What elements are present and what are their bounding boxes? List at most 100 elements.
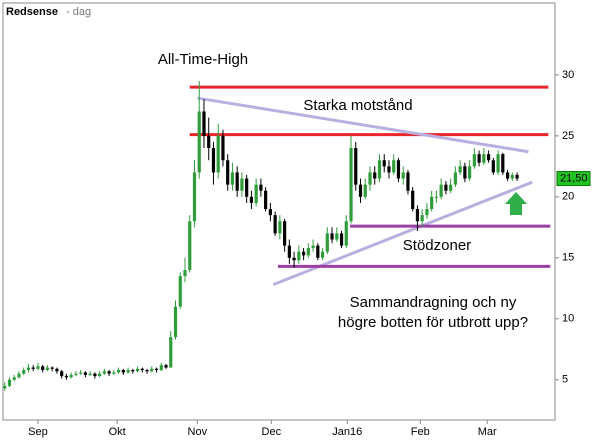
candle-body [169,337,173,368]
candle-body [411,190,415,210]
x-tick-label: Feb [411,426,430,438]
candle-body [50,367,54,369]
chart-subtitle: - dag [66,6,91,18]
candle-body [330,233,334,240]
candle-body [254,184,258,203]
annotation: Sammandragning och ny [350,294,517,311]
candle-body [268,209,272,216]
candle-body [325,233,329,252]
candle-body [301,251,306,256]
candle-body [197,111,201,173]
candle-body [126,370,130,373]
candle-body [306,248,310,256]
candle-body [60,371,64,377]
candle-body [501,154,505,173]
candle-body [510,174,514,179]
last-price-box [556,171,591,187]
candle-body [55,368,59,372]
candle-body [316,245,320,258]
candle-body [335,233,339,240]
candle-body [439,184,443,197]
candle-body [363,184,367,197]
candle-body [7,379,12,386]
candle-body [202,111,206,136]
candle-body [235,172,239,191]
candle-body [183,270,187,277]
x-tick-label: Sep [28,426,48,438]
candle-body [368,172,372,185]
candle-body [358,184,363,197]
annotation: Stödzoner [403,237,471,254]
last-price-label: 21,50 [560,172,588,184]
candle-body [453,172,457,185]
y-tick-label: 30 [562,69,574,81]
candle-body [145,370,149,372]
candle-body [173,306,178,338]
candle-body [116,370,121,373]
candle-body [406,172,410,191]
candle-body [344,221,348,246]
candle-body [425,209,429,216]
candle-body [444,184,448,191]
candle-body [88,373,92,375]
annotation: All-Time-High [158,51,248,68]
candle-body [349,148,353,222]
candle-body [496,154,500,173]
candle-body [3,385,7,389]
candle-body [468,166,472,179]
candle-body [240,178,244,191]
candle-body [154,368,159,370]
candle-body [188,221,192,270]
candle-body [311,245,315,249]
candle-body [112,372,116,374]
candle-body [98,373,102,377]
candle-body [230,172,235,185]
annotation-line [272,180,533,287]
candle-body [178,276,182,307]
candle-body [463,166,467,179]
candle-body [273,215,277,234]
candle-body [79,372,83,374]
candle-body [392,160,396,173]
candle-body [164,365,168,368]
candle-body [401,172,405,179]
candle-body [107,371,111,374]
candle-body [36,366,40,369]
candle-body [45,367,50,370]
y-tick-label: 25 [562,130,574,142]
y-tick-label: 20 [562,191,574,203]
plot-frame [2,2,556,421]
candle-body [249,196,254,203]
candle-body [387,166,391,173]
candle-body [292,257,296,261]
candle-body [22,370,26,374]
candle-body [245,178,249,197]
candle-body [226,160,230,185]
candle-body [31,367,35,369]
up-arrow [505,192,527,215]
candle-body [221,135,225,161]
x-tick-label: Okt [109,426,126,438]
candle-body [102,371,106,374]
candle-body [430,196,434,210]
candle-body [486,154,491,161]
y-tick-label: 5 [562,374,568,386]
candle-body [93,373,97,377]
candle-body [287,245,291,258]
candle-body [12,377,16,380]
candle-body [150,368,154,372]
candle-body [373,172,377,179]
candle-body [159,365,163,370]
candle-body [259,184,263,191]
candle-body [320,251,325,258]
candle-body [64,376,69,378]
candle-body [477,154,481,163]
x-tick-label: Nov [188,426,208,438]
candle-body [415,209,420,222]
candle-body [69,374,73,378]
candle-body [420,215,424,222]
candle-body [458,166,462,173]
candle-body [140,368,144,370]
candle-body [131,370,135,372]
